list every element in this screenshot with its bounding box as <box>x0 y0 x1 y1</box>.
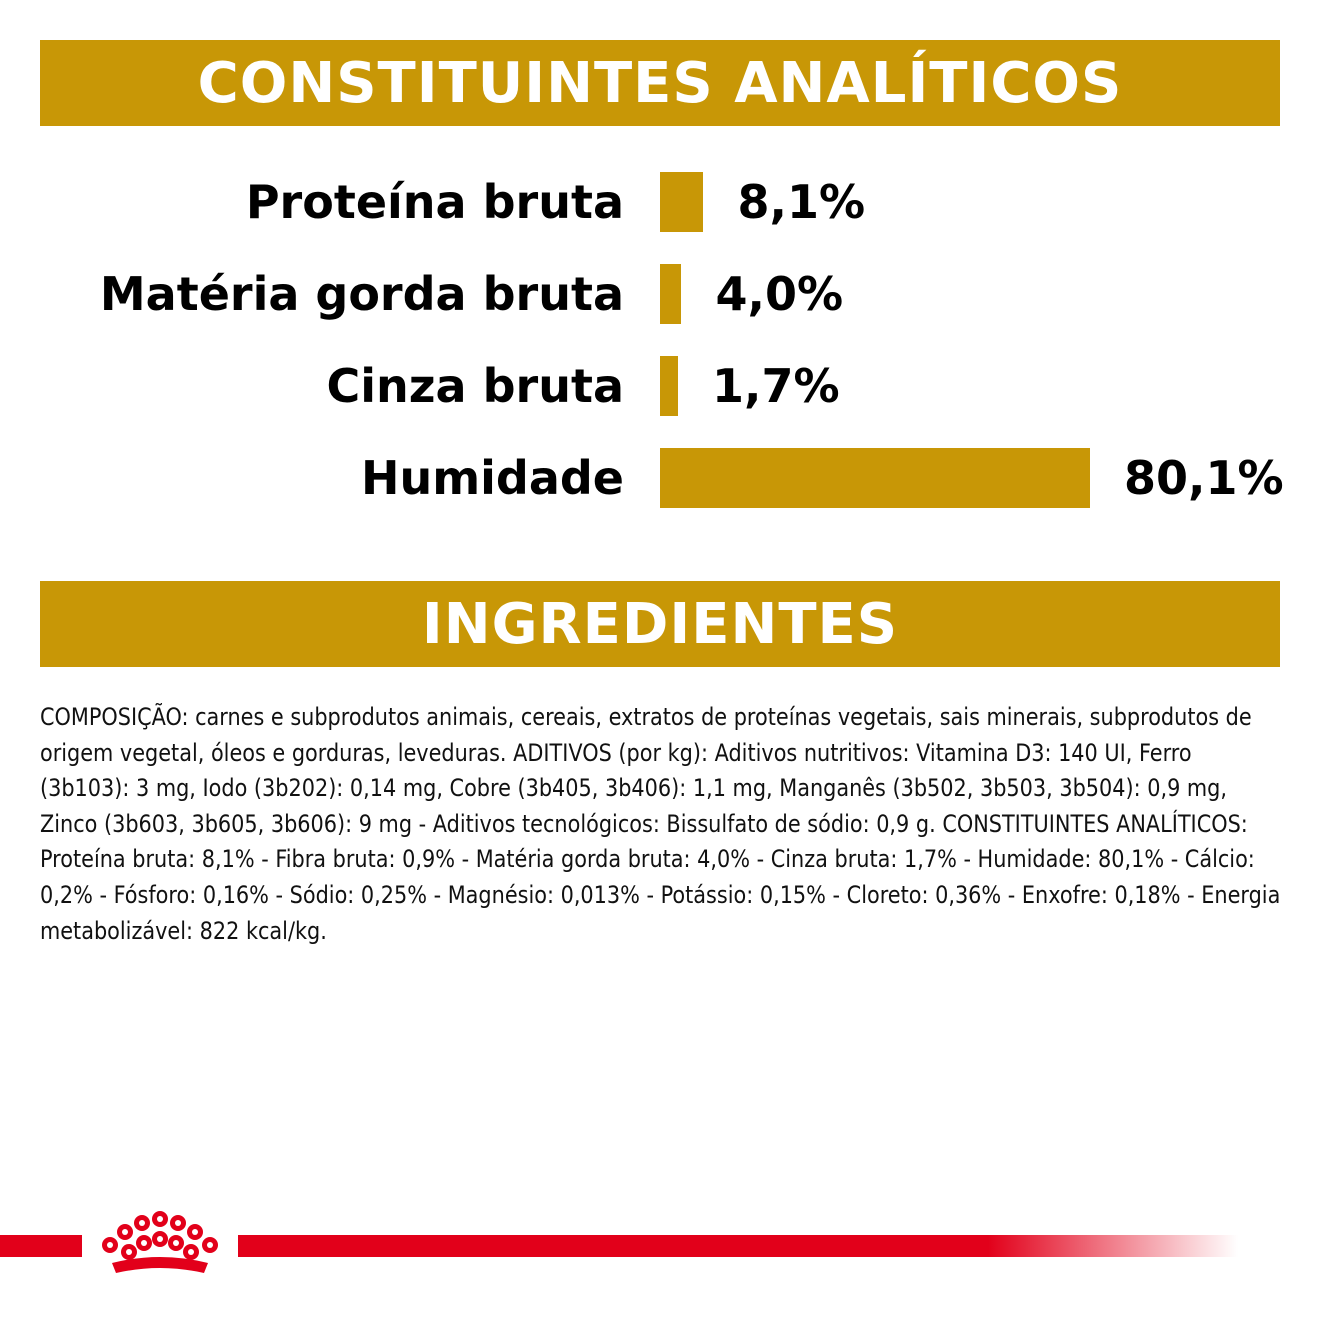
bar-row: Humidade 80,1% <box>0 448 1320 508</box>
bar <box>660 172 704 232</box>
royal-canin-crown-icon <box>102 1211 218 1273</box>
bar-value-label: 8,1% <box>737 175 866 229</box>
analytic-constituents-title: CONSTITUINTES ANALÍTICOS <box>197 50 1123 116</box>
footer-red-line-right <box>238 1235 1238 1257</box>
bar-value-label: 1,7% <box>712 359 840 413</box>
bar-category-label: Matéria gorda bruta <box>99 267 624 321</box>
footer-red-line-left <box>0 1235 82 1257</box>
bar <box>660 448 1090 508</box>
bar <box>660 356 678 416</box>
ingredients-banner: INGREDIENTES <box>40 581 1280 667</box>
analytic-constituents-chart: Proteína bruta 8,1% Matéria gorda bruta 4,0… <box>0 160 1320 520</box>
bar <box>660 264 682 324</box>
bar-row: Cinza bruta 1,7% <box>0 356 1320 416</box>
bar-category-label: Proteína bruta <box>245 175 624 229</box>
bar-row: Proteína bruta 8,1% <box>0 172 1320 232</box>
bar-value-label: 4,0% <box>715 267 844 321</box>
bar-category-label: Cinza bruta <box>326 359 625 413</box>
bar-row: Matéria gorda bruta 4,0% <box>0 264 1320 324</box>
bar-category-label: Humidade <box>360 451 624 505</box>
ingredients-title: INGREDIENTES <box>421 591 899 657</box>
ingredients-composition-text: COMPOSIÇÃO: carnes e subprodutos animais… <box>40 703 1281 945</box>
analytic-constituents-banner: CONSTITUINTES ANALÍTICOS <box>40 40 1280 126</box>
bar-value-label: 80,1% <box>1124 451 1284 505</box>
